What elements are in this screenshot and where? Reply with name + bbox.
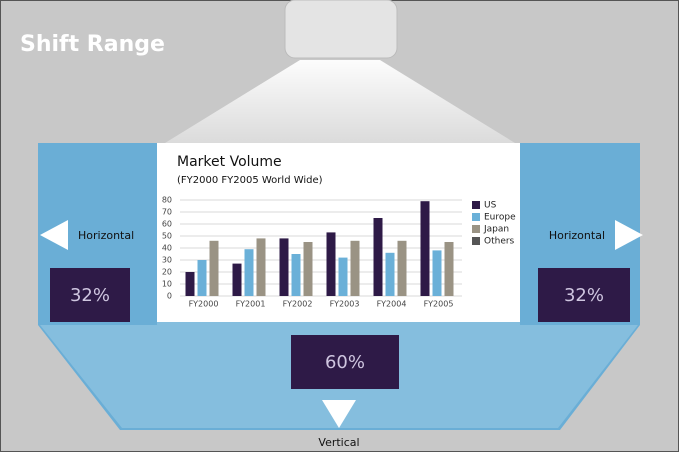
x-tick-label: FY2001 — [236, 300, 266, 309]
x-tick-label: FY2002 — [283, 300, 313, 309]
right-percent: 32% — [564, 285, 604, 306]
left-percent: 32% — [70, 285, 110, 306]
bar — [339, 258, 348, 296]
bottom-percent: 60% — [325, 352, 365, 373]
right-label: Horizontal — [549, 229, 605, 242]
legend-label: Japan — [483, 225, 509, 235]
bar — [210, 241, 219, 296]
x-tick-label: FY2004 — [377, 300, 407, 309]
page: Shift Range Horizontal Horizontal 32% 32… — [0, 0, 679, 452]
legend-label: US — [484, 201, 497, 211]
bar — [280, 238, 289, 296]
bar — [292, 254, 301, 296]
bar — [198, 260, 207, 296]
bar — [327, 232, 336, 296]
y-tick-label: 70 — [162, 208, 172, 217]
bottom-label: Vertical — [318, 436, 359, 449]
legend-swatch — [472, 225, 480, 233]
x-tick-label: FY2003 — [330, 300, 360, 309]
legend-swatch — [472, 237, 480, 245]
bar — [445, 242, 454, 296]
chart-title: Market Volume — [177, 154, 282, 170]
bar — [257, 238, 266, 296]
x-tick-label: FY2000 — [189, 300, 219, 309]
y-tick-label: 60 — [162, 220, 172, 229]
bar — [233, 264, 242, 296]
y-tick-label: 20 — [162, 268, 172, 277]
y-tick-label: 30 — [162, 256, 172, 265]
projector — [285, 0, 397, 58]
left-label: Horizontal — [78, 229, 134, 242]
bar — [386, 253, 395, 296]
legend-label: Others — [484, 237, 515, 247]
y-tick-label: 40 — [162, 244, 172, 253]
y-tick-label: 0 — [167, 292, 172, 301]
y-tick-label: 10 — [162, 280, 172, 289]
chart-subtitle: (FY2000 FY2005 World Wide) — [177, 175, 323, 186]
title: Shift Range — [20, 32, 165, 57]
y-tick-label: 50 — [162, 232, 172, 241]
x-tick-label: FY2005 — [424, 300, 454, 309]
bar — [304, 242, 313, 296]
bar — [186, 272, 195, 296]
y-tick-label: 80 — [162, 196, 172, 205]
legend-swatch — [472, 201, 480, 209]
legend-swatch — [472, 213, 480, 221]
bar — [374, 218, 383, 296]
bar — [398, 241, 407, 296]
bar — [351, 241, 360, 296]
legend-label: Europe — [484, 213, 516, 223]
bar — [421, 201, 430, 296]
bar — [433, 250, 442, 296]
bar — [245, 249, 254, 296]
